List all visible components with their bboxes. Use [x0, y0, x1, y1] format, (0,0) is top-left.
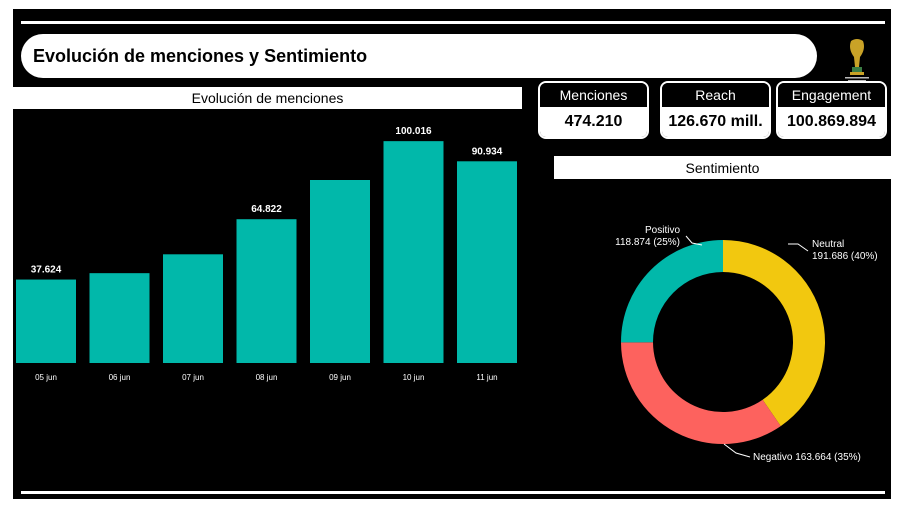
kpi-card-engagement: Engagement 100.869.894	[776, 81, 887, 139]
label-negativo: Negativo 163.664 (35%)	[753, 452, 861, 463]
x-tick-label: 11 jun	[476, 373, 497, 382]
leader-line-negativo	[723, 443, 751, 458]
label-neutral: Neutral 191.686 (40%)	[812, 239, 878, 262]
x-tick-label: 08 jun	[256, 373, 278, 382]
bar-5	[383, 141, 444, 363]
leader-line-positivo	[685, 235, 703, 246]
x-tick-label: 06 jun	[109, 373, 131, 382]
kpi-card-menciones: Menciones 474.210	[538, 81, 649, 139]
bar-2	[163, 254, 223, 363]
bottom-divider	[21, 491, 885, 494]
kpi-label: Reach	[662, 83, 769, 107]
slice-negativo	[621, 342, 781, 444]
bar-3	[236, 219, 297, 363]
bar-chart-header: Evolución de menciones	[13, 87, 522, 109]
x-tick-label: 07 jun	[182, 373, 204, 382]
slice-neutral	[723, 240, 825, 427]
kpi-value: 126.670 mill.	[662, 107, 769, 137]
bar-data-label: 37.624	[31, 265, 62, 276]
kpi-value: 474.210	[540, 107, 647, 137]
bar-data-label: 64.822	[251, 204, 282, 215]
donut-chart: Neutral 191.686 (40%) Positivo 118.874 (25%…	[615, 225, 878, 463]
slice-positivo	[621, 240, 723, 343]
kpi-label: Engagement	[778, 83, 885, 107]
dashboard-background: Evolución de menciones y Sentimiento Evo…	[13, 9, 891, 499]
pie-chart-header: Sentimiento	[554, 156, 891, 179]
page-title-bar: Evolución de menciones y Sentimiento	[21, 34, 817, 78]
world-cup-trophy-logo	[845, 39, 869, 82]
bar-data-label: 100.016	[395, 126, 432, 137]
bar-data-label: 90.934	[472, 146, 503, 157]
label-positivo: Positivo 118.874 (25%)	[615, 225, 680, 248]
kpi-label: Menciones	[540, 83, 647, 107]
kpi-card-reach: Reach 126.670 mill.	[660, 81, 771, 139]
bar-chart-title: Evolución de menciones	[191, 90, 344, 106]
page-title: Evolución de menciones y Sentimiento	[33, 45, 368, 66]
kpi-value: 100.869.894	[778, 107, 885, 137]
bar-4	[310, 180, 370, 363]
bar-1	[89, 273, 150, 363]
bar-6	[457, 161, 517, 363]
leader-line-neutral	[788, 243, 809, 252]
bar-chart: 05 jun 37.624 06 jun 07 jun 08 jun 64.822 09 j…	[16, 126, 517, 382]
pie-chart-title: Sentimiento	[685, 159, 760, 176]
bar-0	[16, 279, 76, 363]
x-tick-label: 10 jun	[403, 373, 425, 382]
top-divider	[21, 21, 885, 24]
x-tick-label: 05 jun	[35, 373, 57, 382]
x-tick-label: 09 jun	[329, 373, 351, 382]
